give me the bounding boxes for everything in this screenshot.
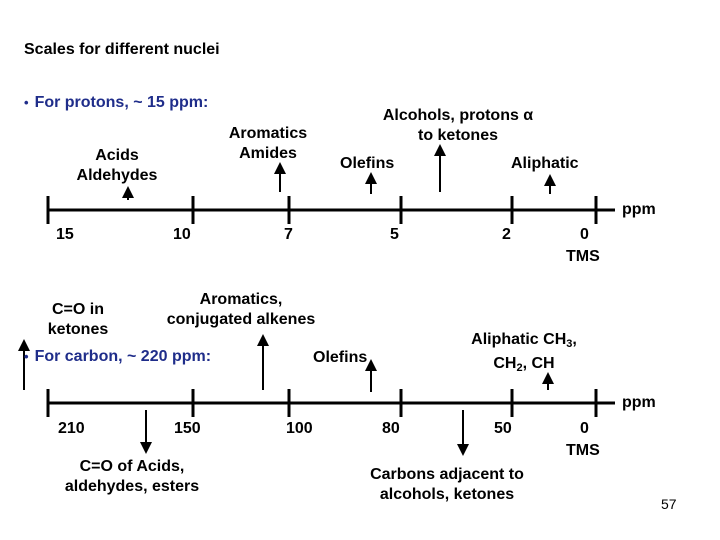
bullet-icon: •: [24, 95, 29, 110]
carbon-tick-label-80: 80: [382, 420, 400, 437]
label-acids: Acids: [95, 147, 139, 164]
carbon-tick-label-100: 100: [286, 420, 313, 437]
carbon-unit: ppm: [622, 394, 656, 411]
label-amides: Amides: [239, 145, 297, 162]
carbon-tick-label-50: 50: [494, 420, 512, 437]
proton-tick-label-10: 10: [173, 226, 191, 243]
label-co-of-acids: C=O of Acids,: [79, 458, 185, 475]
proton-tms: TMS: [566, 248, 600, 265]
slide-title: Scales for different nuclei: [24, 41, 220, 58]
label-aldehydes: Aldehydes: [76, 167, 158, 184]
label-co-acids: C=O of Acids, aldehydes, esters: [52, 457, 212, 497]
label-conjugated-alkenes: conjugated alkenes: [166, 311, 316, 328]
bullet-icon: •: [24, 349, 29, 364]
label-olefins-proton: Olefins: [340, 155, 395, 172]
label-ketones: ketones: [47, 321, 109, 338]
label-carbons-adjacent-to: Carbons adjacent to: [370, 466, 524, 483]
carbon-heading: • For carbon, ~ 220 ppm:: [24, 348, 211, 366]
label-aliphatic-proton: Aliphatic: [511, 155, 579, 172]
label-aromatics-conjugated: Aromatics, conjugated alkenes: [154, 290, 328, 330]
proton-unit: ppm: [622, 201, 656, 218]
label-acids-aldehydes: Acids Aldehydes: [62, 146, 172, 186]
label-aromatics: Aromatics: [228, 125, 308, 142]
proton-heading: • For protons, ~ 15 ppm:: [24, 94, 208, 112]
label-alcohols: Alcohols, protons α: [382, 107, 534, 124]
label-aldehydes-esters: aldehydes, esters: [64, 478, 200, 495]
carbon-heading-text: For carbon, ~ 220 ppm:: [34, 348, 212, 365]
label-aliphatic-ch: Aliphatic CH: [471, 331, 567, 348]
proton-tick-label-5: 5: [390, 226, 399, 243]
label-to-ketones: to ketones: [417, 127, 498, 144]
proton-tick-label-7: 7: [284, 226, 293, 243]
carbon-tick-label-0: 0: [580, 420, 589, 437]
proton-tick-label-2: 2: [502, 226, 511, 243]
proton-tick-label-15: 15: [56, 226, 74, 243]
label-carbons-adjacent: Carbons adjacent to alcohols, ketones: [354, 465, 540, 505]
proton-heading-text: For protons, ~ 15 ppm:: [34, 94, 209, 111]
carbon-tick-label-210: 210: [58, 420, 85, 437]
label-co-ketones: C=O in ketones: [28, 300, 128, 340]
label-co-in: C=O in: [51, 301, 104, 318]
carbon-tms: TMS: [566, 442, 600, 459]
label-sub-2: 2: [516, 362, 523, 374]
carbon-tick-label-150: 150: [174, 420, 201, 437]
label-aromatics-amides: Aromatics Amides: [216, 124, 320, 164]
proton-tick-label-0: 0: [580, 226, 589, 243]
label-aromatics-comma: Aromatics,: [199, 291, 283, 308]
label-sub-3: 3: [566, 338, 573, 350]
label-ch-tail: , CH: [522, 355, 555, 372]
label-ch: CH: [493, 355, 517, 372]
label-aliphatic-carbon: Aliphatic CH3, CH2, CH: [456, 330, 592, 378]
page-number: 57: [661, 496, 677, 512]
label-alcohols-ketones: Alcohols, protons α to ketones: [368, 106, 548, 146]
label-comma: ,: [572, 331, 577, 348]
label-olefins-carbon: Olefins: [313, 349, 368, 366]
label-alcohols-ketones-carbon: alcohols, ketones: [379, 486, 515, 503]
